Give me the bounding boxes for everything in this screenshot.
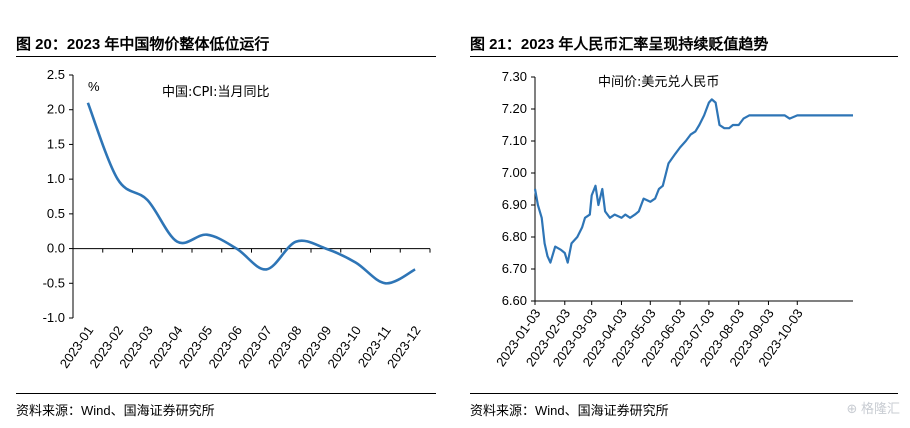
right-y-tick-label: 6.90 (502, 197, 527, 212)
right-y-tick-label: 6.70 (502, 261, 527, 276)
left-source-rule (16, 393, 436, 394)
right-y-tick-label: 7.10 (502, 133, 527, 148)
left-y-tick-label: 1.0 (47, 171, 65, 186)
right-y-tick-label: 7.30 (502, 69, 527, 84)
left-series-line (86, 102, 416, 285)
left-y-tick-label: 2.5 (47, 67, 65, 82)
left-source-note: 资料来源：Wind、国海证券研究所 (16, 403, 215, 418)
watermark-icon: ⊕ (846, 401, 858, 416)
right-y-tick-label: 7.00 (502, 165, 527, 180)
left-y-unit-label: % (88, 79, 100, 94)
left-y-tick-label: 0.0 (47, 241, 65, 256)
right-source-note: 资料来源：Wind、国海证券研究所 (470, 403, 669, 418)
left-y-tick-label: 1.5 (47, 136, 65, 151)
left-y-tick-label: -1.0 (43, 310, 65, 325)
right-source-rule (470, 393, 898, 394)
left-series-annotation: 中国:CPI:当月同比 (162, 85, 270, 100)
right-y-tick-label: 6.60 (502, 293, 527, 308)
left-y-tick-label: -0.5 (43, 275, 65, 290)
right-y-tick-label: 6.80 (502, 229, 527, 244)
right-chart-title: 图 21：2023 年人民币汇率呈现持续贬值趋势 (470, 36, 769, 53)
left-y-tick-label: 2.0 (47, 102, 65, 117)
left-title-rule (16, 56, 436, 57)
watermark-logo: ⊕ 格隆汇 (846, 398, 900, 417)
left-y-tick-label: 0.5 (47, 206, 65, 221)
left-chart-title: 图 20：2023 年中国物价整体低位运行 (16, 36, 270, 53)
left-cpi-chart: 2.52.01.51.00.50.0-0.5-1.02023-012023-02… (43, 67, 431, 371)
right-fx-chart: 7.307.207.107.006.906.806.706.602023-01-… (493, 69, 854, 369)
right-title-rule (470, 56, 898, 57)
right-series-annotation: 中间价:美元兑人民币 (598, 75, 719, 90)
right-y-tick-label: 7.20 (502, 101, 527, 116)
right-series-line (533, 98, 853, 264)
watermark-text: 格隆汇 (860, 401, 900, 416)
